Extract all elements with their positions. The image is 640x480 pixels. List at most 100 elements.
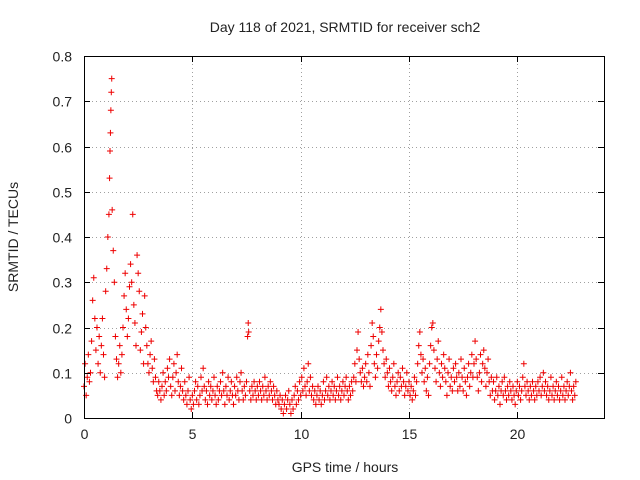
data-point <box>555 383 562 390</box>
y-tick-label: 0.7 <box>53 94 73 110</box>
data-point <box>564 378 571 385</box>
y-tick-label: 0.6 <box>53 140 73 156</box>
data-point <box>187 396 194 403</box>
data-point <box>255 392 262 399</box>
data-point <box>514 378 521 385</box>
data-point <box>450 365 457 372</box>
data-point <box>310 396 317 403</box>
data-point <box>495 383 502 390</box>
data-point <box>117 369 124 376</box>
data-point <box>96 333 103 340</box>
data-point <box>296 378 303 385</box>
data-point <box>415 342 422 349</box>
data-point <box>300 365 307 372</box>
data-point <box>537 374 544 381</box>
data-point <box>203 387 210 394</box>
data-point <box>477 351 484 358</box>
data-point <box>399 365 406 372</box>
data-point <box>532 383 539 390</box>
data-point <box>263 387 269 394</box>
data-point <box>550 383 557 390</box>
data-point <box>118 351 125 358</box>
data-point <box>108 89 115 96</box>
data-point <box>452 360 459 367</box>
data-point <box>443 392 450 399</box>
data-point <box>447 383 454 390</box>
data-point <box>388 387 395 394</box>
data-point <box>420 356 427 363</box>
data-point <box>531 396 538 403</box>
data-point <box>559 392 566 399</box>
data-point <box>167 383 174 390</box>
data-point <box>406 378 412 385</box>
data-point <box>331 383 338 390</box>
data-point <box>359 365 366 372</box>
data-point <box>354 347 360 354</box>
chart-title: Day 118 of 2021, SRMTID for receiver sch… <box>210 19 481 35</box>
data-point <box>230 401 237 408</box>
data-point <box>206 392 213 399</box>
data-point <box>122 270 129 277</box>
data-point <box>316 396 323 403</box>
data-point <box>175 378 182 385</box>
data-point <box>108 75 115 82</box>
data-point <box>333 387 340 394</box>
data-point <box>448 374 455 381</box>
data-point <box>245 329 252 336</box>
data-point <box>129 211 136 218</box>
data-point <box>146 369 152 376</box>
y-axis-label: SRMTID / TECUs <box>5 182 21 292</box>
x-tick-label: 10 <box>294 426 310 442</box>
data-point <box>231 383 238 390</box>
data-point <box>437 383 444 390</box>
data-point <box>328 387 334 394</box>
data-point <box>174 351 181 358</box>
data-point <box>253 396 260 403</box>
data-point <box>319 392 326 399</box>
data-point <box>279 396 286 403</box>
data-point <box>557 387 564 394</box>
data-point <box>494 392 501 399</box>
data-point <box>114 374 121 381</box>
data-point <box>173 369 180 376</box>
data-point <box>98 342 105 349</box>
data-point <box>385 383 392 390</box>
data-point <box>313 392 320 399</box>
x-axis-label: GPS time / hours <box>292 459 399 475</box>
data-point <box>155 378 162 385</box>
data-point <box>404 387 411 394</box>
data-point <box>264 396 271 403</box>
data-point <box>148 338 155 345</box>
data-point <box>481 365 488 372</box>
data-point <box>283 405 290 412</box>
data-point <box>380 347 386 354</box>
data-point <box>111 279 118 286</box>
data-point <box>195 401 202 408</box>
data-point <box>436 369 443 376</box>
data-point <box>464 374 471 381</box>
data-point <box>183 401 190 408</box>
data-point <box>137 347 144 354</box>
data-point <box>162 378 169 385</box>
data-point <box>426 360 433 367</box>
data-point <box>172 387 178 394</box>
data-point <box>546 387 553 394</box>
data-point <box>440 351 447 358</box>
data-point <box>538 392 545 399</box>
data-point <box>298 374 305 381</box>
data-point <box>335 392 342 399</box>
data-point <box>126 283 133 290</box>
data-point <box>267 378 274 385</box>
data-point <box>225 374 232 381</box>
data-point <box>528 392 535 399</box>
x-tick-label: 5 <box>189 426 197 442</box>
data-point <box>277 392 284 399</box>
data-point <box>166 356 173 363</box>
data-point <box>562 396 568 403</box>
data-point <box>180 396 187 403</box>
data-point <box>387 378 394 385</box>
data-point <box>309 383 316 390</box>
data-point <box>168 392 175 399</box>
data-point <box>308 392 315 399</box>
data-point <box>178 365 185 372</box>
